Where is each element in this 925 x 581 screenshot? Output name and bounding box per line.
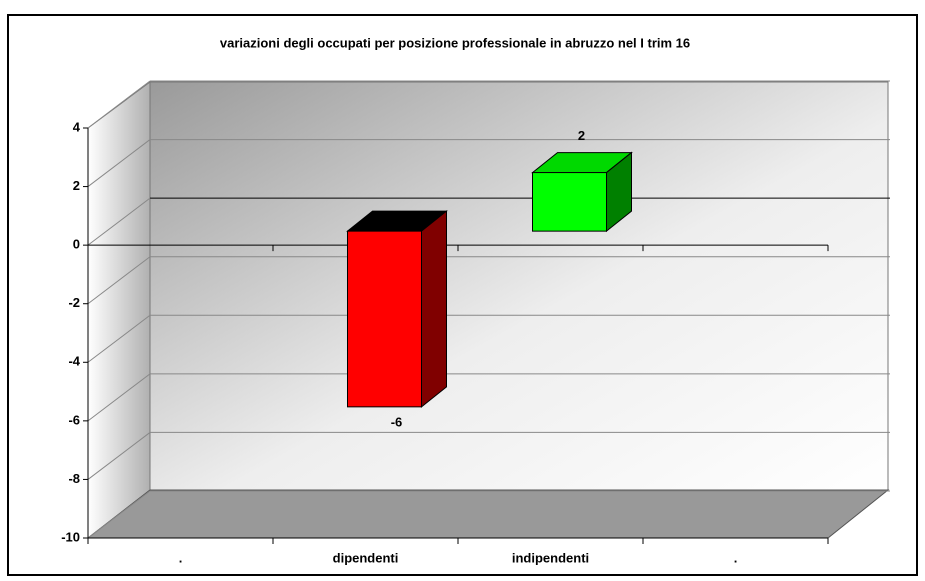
grid-line <box>87 256 151 305</box>
y-tick-label: -4 <box>68 354 80 369</box>
grid-line <box>87 139 151 187</box>
back-wall <box>149 81 889 491</box>
bar <box>347 230 422 408</box>
data-label: -6 <box>391 414 403 429</box>
bar-side <box>421 210 447 408</box>
chart-title: variazioni degli occupati per posizione … <box>220 35 690 50</box>
grid-line <box>87 197 151 246</box>
y-tick-label: 2 <box>73 178 80 193</box>
x-tick-label: . <box>179 550 183 565</box>
y-tick-label: -6 <box>68 412 80 427</box>
bar <box>532 172 607 232</box>
y-tick-label: -2 <box>68 295 80 310</box>
grid-line <box>87 80 151 129</box>
y-tick-label: -8 <box>68 471 80 486</box>
side-wall <box>87 81 151 540</box>
x-tick-label: . <box>734 550 738 565</box>
y-tick-label: 0 <box>73 237 80 252</box>
y-tick-label: -10 <box>61 529 80 544</box>
grid-line <box>87 490 151 539</box>
floor <box>86 489 890 539</box>
grid-line <box>87 432 151 480</box>
data-label: 2 <box>578 128 585 143</box>
x-tick-label: indipendenti <box>512 550 589 565</box>
grid-line <box>87 314 151 363</box>
x-tick-label: dipendenti <box>333 550 399 565</box>
y-tick-label: 4 <box>73 119 81 134</box>
grid-line <box>87 373 151 422</box>
